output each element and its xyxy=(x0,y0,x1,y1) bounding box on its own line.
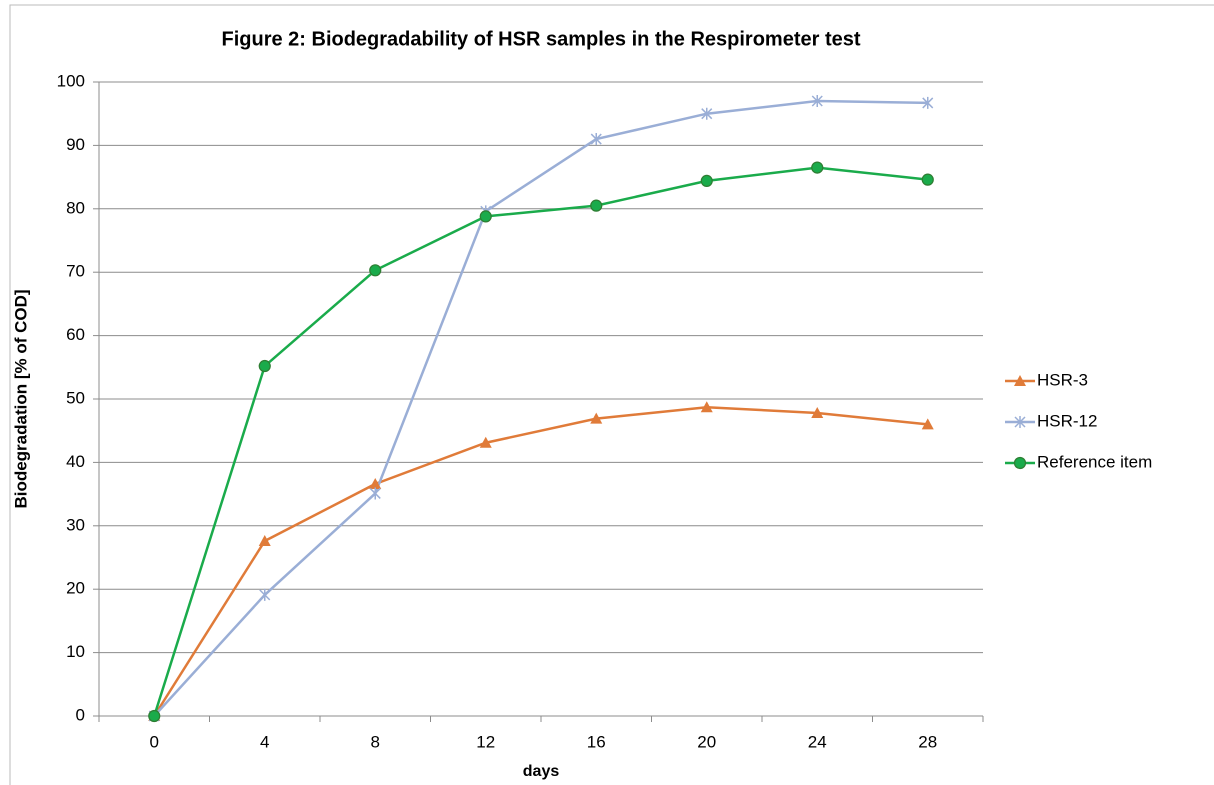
marker xyxy=(479,436,492,448)
x-tick-label: 8 xyxy=(371,732,380,751)
y-tick-label: 20 xyxy=(66,579,85,598)
y-tick-label: 100 xyxy=(57,71,85,90)
marker xyxy=(1014,375,1026,386)
x-tick-label: 0 xyxy=(150,732,159,751)
y-tick-label: 90 xyxy=(66,135,85,154)
series-line xyxy=(153,99,928,717)
marker xyxy=(811,161,824,174)
marker xyxy=(700,174,713,188)
legend-label: HSR-3 xyxy=(1037,370,1088,389)
marker xyxy=(369,487,381,500)
marker xyxy=(590,412,603,424)
x-axis-label: days xyxy=(523,763,560,780)
marker xyxy=(922,96,934,109)
marker xyxy=(590,133,602,146)
x-tick-label: 24 xyxy=(808,732,827,751)
y-tick-label: 50 xyxy=(66,388,85,407)
y-tick-label: 80 xyxy=(66,198,85,217)
x-tick-label: 12 xyxy=(476,732,495,751)
y-tick-label: 40 xyxy=(66,452,85,471)
x-tick-label: 16 xyxy=(587,732,606,751)
y-tick-label: 70 xyxy=(66,262,85,281)
marker xyxy=(259,588,271,601)
marker xyxy=(590,199,603,212)
marker xyxy=(258,535,271,547)
series-line xyxy=(153,166,928,717)
chart-border xyxy=(9,4,1214,785)
marker xyxy=(811,406,824,418)
chart-title: Figure 2: Biodegradability of HSR sample… xyxy=(221,28,860,50)
marker xyxy=(921,418,934,430)
marker xyxy=(148,709,161,723)
legend-label: HSR-12 xyxy=(1037,411,1097,430)
marker xyxy=(1014,416,1026,428)
series-line xyxy=(153,405,928,717)
y-tick-label: 30 xyxy=(66,515,85,534)
y-tick-label: 60 xyxy=(66,325,85,344)
marker xyxy=(258,359,271,373)
y-tick-label: 10 xyxy=(66,642,85,661)
x-tick-label: 4 xyxy=(260,732,269,751)
marker xyxy=(479,210,492,223)
y-tick-label: 0 xyxy=(76,705,85,724)
marker xyxy=(1013,456,1027,470)
marker xyxy=(701,107,713,120)
marker xyxy=(369,477,382,489)
x-tick-label: 28 xyxy=(918,732,937,751)
marker xyxy=(700,401,713,413)
legend-label: Reference item xyxy=(1037,452,1152,471)
y-axis-label: Biodegradation [% of COD] xyxy=(11,289,30,508)
marker xyxy=(369,264,382,277)
x-tick-label: 20 xyxy=(697,732,716,751)
marker xyxy=(811,95,823,108)
marker xyxy=(921,173,934,186)
